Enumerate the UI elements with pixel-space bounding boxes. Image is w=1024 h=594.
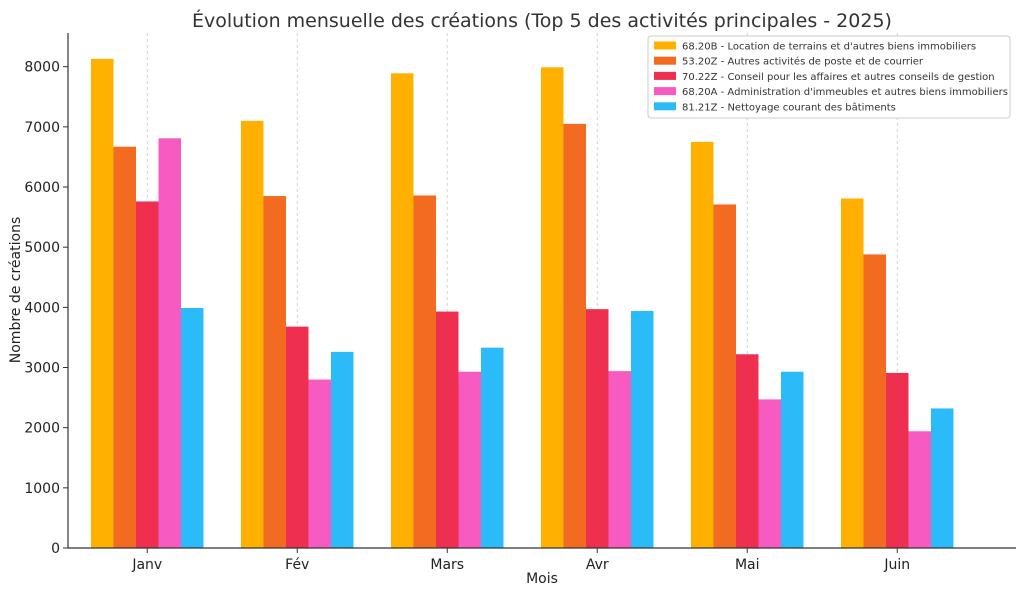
bar (113, 146, 136, 548)
bar (908, 431, 931, 548)
x-axis-label: Mois (526, 571, 558, 587)
y-tick-label: 2000 (24, 421, 60, 437)
x-ticks: Janv Fév Mars Avr Mai Juin (131, 548, 910, 573)
legend-label: 81.21Z - Nettoyage courant des bâtiments (682, 101, 896, 113)
x-tick-label: Mai (735, 557, 760, 573)
y-tick-label: 1000 (24, 481, 60, 497)
bar (631, 310, 654, 548)
bar (563, 123, 586, 549)
bar (736, 354, 759, 548)
x-tick-label: Mars (430, 557, 464, 573)
legend: 68.20B - Location de terrains et d'autre… (647, 35, 1011, 119)
bar (691, 141, 714, 548)
legend-swatch (654, 56, 676, 65)
legend-swatch (654, 41, 676, 50)
y-tick-label: 7000 (24, 120, 60, 136)
bar (181, 307, 204, 548)
x-tick-label: Juin (883, 557, 910, 573)
bar (241, 120, 264, 549)
x-tick-label: Janv (131, 557, 162, 573)
bar (331, 351, 354, 548)
chart-title: Évolution mensuelle des créations (Top 5… (192, 9, 892, 32)
bar (413, 195, 436, 548)
y-tick-label: 5000 (24, 240, 60, 256)
bar (136, 201, 159, 548)
y-tick-label: 4000 (24, 300, 60, 316)
bar (841, 198, 864, 548)
bar (286, 326, 309, 548)
bar (481, 347, 504, 548)
legend-swatch (654, 87, 676, 96)
bar (608, 371, 631, 548)
bar (263, 196, 286, 549)
bars (91, 58, 954, 549)
bar (758, 399, 781, 548)
y-tick-label: 0 (51, 541, 60, 557)
bar (713, 204, 736, 548)
y-ticks: 0 1000 2000 3000 4000 5000 6000 7000 8000 (24, 60, 68, 557)
axes (67, 33, 1016, 549)
y-tick-label: 8000 (24, 60, 60, 76)
legend-box (647, 35, 1011, 119)
legend-label: 53.20Z - Autres activités de poste et de… (682, 56, 924, 68)
y-axis-label: Nombre de créations (8, 217, 24, 363)
bar (158, 138, 181, 549)
x-tick-label: Fév (285, 557, 309, 573)
bar (781, 371, 804, 548)
bar (863, 254, 886, 549)
bar (91, 58, 114, 548)
y-tick-label: 6000 (24, 180, 60, 196)
bar (541, 67, 564, 549)
bar (436, 311, 459, 548)
legend-label: 70.22Z - Conseil pour les affaires et au… (682, 72, 995, 83)
legend-swatch (654, 71, 676, 80)
bar (886, 372, 909, 548)
bar (458, 371, 481, 548)
x-tick-label: Avr (586, 557, 609, 573)
bar (308, 379, 331, 548)
bar (931, 408, 954, 548)
legend-label: 68.20A - Administration d'immeubles et a… (682, 87, 1008, 98)
bar (391, 73, 414, 549)
legend-swatch (654, 102, 676, 111)
grid (146, 33, 898, 548)
y-tick-label: 3000 (24, 361, 60, 377)
bar (586, 309, 609, 548)
legend-label: 68.20B - Location de terrains et d'autre… (682, 42, 976, 53)
